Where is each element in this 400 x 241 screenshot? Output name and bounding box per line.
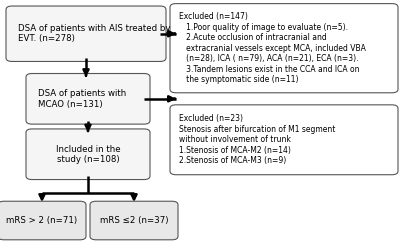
FancyBboxPatch shape [170,4,398,93]
FancyBboxPatch shape [26,74,150,124]
FancyBboxPatch shape [26,129,150,180]
FancyBboxPatch shape [170,105,398,175]
Text: Included in the
study (n=108): Included in the study (n=108) [56,145,120,164]
Text: DSA of patients with AIS treated by
EVT. (n=278): DSA of patients with AIS treated by EVT.… [18,24,170,43]
FancyBboxPatch shape [6,6,166,61]
Text: mRS ≤2 (n=37): mRS ≤2 (n=37) [100,216,168,225]
FancyBboxPatch shape [0,201,86,240]
Text: DSA of patients with
MCAO (n=131): DSA of patients with MCAO (n=131) [38,89,126,108]
Text: Excluded (n=23)
Stenosis after bifurcation of M1 segment
without involvement of : Excluded (n=23) Stenosis after bifurcati… [179,114,335,165]
Text: Excluded (n=147)
   1.Poor quality of image to evaluate (n=5).
   2.Acute occlus: Excluded (n=147) 1.Poor quality of image… [179,13,366,84]
Text: mRS > 2 (n=71): mRS > 2 (n=71) [6,216,78,225]
FancyBboxPatch shape [90,201,178,240]
